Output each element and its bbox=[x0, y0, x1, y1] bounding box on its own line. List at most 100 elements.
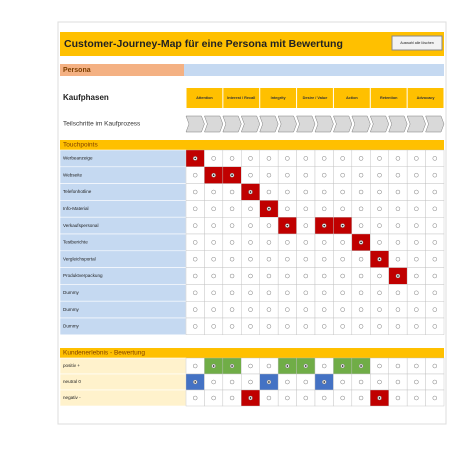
radio[interactable] bbox=[303, 189, 309, 195]
radio[interactable] bbox=[414, 172, 419, 178]
radio[interactable] bbox=[377, 156, 382, 161]
radio[interactable] bbox=[414, 307, 419, 312]
radio[interactable] bbox=[432, 324, 438, 329]
radio[interactable] bbox=[192, 324, 198, 329]
radio[interactable] bbox=[358, 172, 364, 178]
radio[interactable] bbox=[211, 273, 216, 279]
radio[interactable] bbox=[266, 240, 272, 245]
radio[interactable] bbox=[395, 307, 401, 312]
radio[interactable] bbox=[358, 256, 364, 262]
radio[interactable] bbox=[248, 363, 253, 369]
radio[interactable] bbox=[211, 240, 216, 245]
radio[interactable] bbox=[266, 273, 272, 279]
radio[interactable] bbox=[211, 324, 216, 329]
radio[interactable] bbox=[432, 172, 438, 178]
radio[interactable] bbox=[303, 307, 309, 312]
radio[interactable] bbox=[321, 273, 327, 279]
radio[interactable] bbox=[377, 172, 382, 178]
radio[interactable] bbox=[229, 273, 235, 279]
step-chevron[interactable] bbox=[277, 115, 297, 133]
step-chevron[interactable] bbox=[204, 115, 224, 133]
radio[interactable] bbox=[358, 324, 364, 329]
radio[interactable] bbox=[377, 324, 382, 329]
radio[interactable] bbox=[285, 189, 290, 195]
clear-button[interactable] bbox=[391, 35, 443, 51]
radio[interactable] bbox=[321, 324, 327, 329]
persona-input[interactable] bbox=[184, 64, 444, 76]
radio[interactable] bbox=[266, 172, 272, 178]
radio[interactable] bbox=[377, 307, 382, 312]
radio[interactable] bbox=[266, 324, 272, 329]
radio[interactable] bbox=[248, 379, 253, 385]
radio[interactable] bbox=[248, 324, 253, 329]
radio[interactable] bbox=[229, 379, 235, 385]
radio[interactable] bbox=[248, 290, 253, 296]
radio[interactable] bbox=[266, 363, 272, 369]
step-chevron[interactable] bbox=[240, 115, 260, 133]
radio[interactable] bbox=[192, 395, 198, 401]
radio[interactable] bbox=[248, 307, 253, 312]
radio[interactable] bbox=[192, 206, 198, 212]
radio[interactable] bbox=[303, 206, 309, 212]
radio[interactable] bbox=[358, 379, 364, 385]
step-chevron[interactable] bbox=[406, 115, 426, 133]
radio[interactable] bbox=[358, 273, 364, 279]
radio[interactable] bbox=[395, 223, 401, 228]
radio[interactable] bbox=[414, 256, 419, 262]
radio[interactable] bbox=[321, 156, 327, 161]
radio[interactable] bbox=[414, 223, 419, 228]
radio[interactable] bbox=[211, 290, 216, 296]
radio[interactable] bbox=[395, 189, 401, 195]
radio[interactable] bbox=[192, 290, 198, 296]
radio[interactable] bbox=[248, 172, 253, 178]
radio[interactable] bbox=[358, 189, 364, 195]
radio[interactable] bbox=[285, 324, 290, 329]
radio[interactable] bbox=[192, 307, 198, 312]
radio[interactable] bbox=[248, 240, 253, 245]
radio[interactable] bbox=[340, 324, 345, 329]
radio[interactable] bbox=[248, 223, 253, 228]
radio[interactable] bbox=[432, 206, 438, 212]
radio[interactable] bbox=[303, 256, 309, 262]
step-chevron[interactable] bbox=[369, 115, 389, 133]
radio[interactable] bbox=[340, 395, 345, 401]
radio[interactable] bbox=[414, 156, 419, 161]
radio[interactable] bbox=[340, 206, 345, 212]
radio[interactable] bbox=[340, 290, 345, 296]
radio[interactable] bbox=[248, 156, 253, 161]
radio[interactable] bbox=[377, 206, 382, 212]
radio[interactable] bbox=[303, 240, 309, 245]
radio[interactable] bbox=[395, 240, 401, 245]
radio[interactable] bbox=[414, 240, 419, 245]
radio[interactable] bbox=[432, 290, 438, 296]
radio[interactable] bbox=[303, 290, 309, 296]
radio[interactable] bbox=[211, 156, 216, 161]
radio[interactable] bbox=[358, 290, 364, 296]
radio[interactable] bbox=[432, 156, 438, 161]
radio[interactable] bbox=[266, 256, 272, 262]
radio[interactable] bbox=[340, 256, 345, 262]
radio[interactable] bbox=[303, 379, 309, 385]
radio[interactable] bbox=[358, 395, 364, 401]
radio[interactable] bbox=[340, 156, 345, 161]
radio[interactable] bbox=[321, 256, 327, 262]
radio[interactable] bbox=[358, 307, 364, 312]
radio[interactable] bbox=[358, 223, 364, 228]
radio[interactable] bbox=[321, 189, 327, 195]
radio[interactable] bbox=[229, 240, 235, 245]
radio[interactable] bbox=[229, 324, 235, 329]
radio[interactable] bbox=[377, 189, 382, 195]
radio[interactable] bbox=[340, 189, 345, 195]
radio[interactable] bbox=[229, 395, 235, 401]
radio[interactable] bbox=[414, 273, 419, 279]
radio[interactable] bbox=[395, 290, 401, 296]
radio[interactable] bbox=[211, 189, 216, 195]
radio[interactable] bbox=[395, 206, 401, 212]
radio[interactable] bbox=[211, 307, 216, 312]
radio[interactable] bbox=[432, 363, 438, 369]
radio[interactable] bbox=[414, 324, 419, 329]
radio[interactable] bbox=[377, 273, 382, 279]
step-chevron[interactable] bbox=[259, 115, 279, 133]
radio[interactable] bbox=[395, 256, 401, 262]
radio[interactable] bbox=[340, 379, 345, 385]
